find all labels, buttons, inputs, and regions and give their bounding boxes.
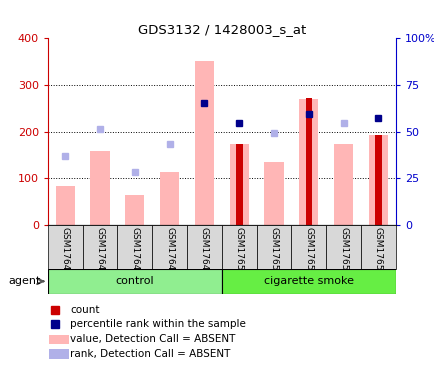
Text: GSM176498: GSM176498 — [165, 227, 174, 282]
Text: agent: agent — [9, 276, 41, 286]
Bar — [333, 144, 352, 225]
Bar — [291, 225, 326, 269]
Bar — [160, 172, 179, 225]
Text: GSM176500: GSM176500 — [234, 227, 243, 282]
Text: GSM176495: GSM176495 — [61, 227, 69, 282]
Bar — [49, 349, 69, 359]
Bar — [235, 144, 242, 225]
Text: GSM176502: GSM176502 — [304, 227, 312, 282]
Text: GSM176501: GSM176501 — [269, 227, 278, 282]
Text: percentile rank within the sample: percentile rank within the sample — [70, 319, 246, 329]
Bar — [48, 225, 82, 269]
Text: GSM176497: GSM176497 — [130, 227, 139, 282]
Bar — [360, 225, 395, 269]
Bar — [56, 186, 75, 225]
Title: GDS3132 / 1428003_s_at: GDS3132 / 1428003_s_at — [138, 23, 305, 36]
Bar — [221, 225, 256, 269]
Bar — [49, 334, 69, 344]
Bar — [326, 225, 360, 269]
Bar — [229, 144, 248, 225]
Bar — [152, 225, 187, 269]
Bar — [299, 99, 318, 225]
Bar — [305, 98, 312, 225]
Bar — [90, 151, 109, 225]
Bar — [264, 162, 283, 225]
Bar — [48, 269, 221, 294]
Bar — [374, 135, 381, 225]
Text: GSM176499: GSM176499 — [200, 227, 208, 282]
Bar — [82, 225, 117, 269]
Text: GSM176503: GSM176503 — [339, 227, 347, 282]
Text: cigarette smoke: cigarette smoke — [263, 276, 353, 286]
Text: GSM176504: GSM176504 — [373, 227, 382, 282]
Bar — [221, 269, 395, 294]
Text: GSM176496: GSM176496 — [95, 227, 104, 282]
Bar — [125, 195, 144, 225]
Bar — [187, 225, 221, 269]
Bar — [368, 135, 387, 225]
Text: value, Detection Call = ABSENT: value, Detection Call = ABSENT — [70, 334, 235, 344]
Bar — [256, 225, 291, 269]
Bar — [117, 225, 152, 269]
Text: count: count — [70, 305, 100, 315]
Text: control: control — [115, 276, 154, 286]
Text: rank, Detection Call = ABSENT: rank, Detection Call = ABSENT — [70, 349, 230, 359]
Bar — [194, 61, 214, 225]
